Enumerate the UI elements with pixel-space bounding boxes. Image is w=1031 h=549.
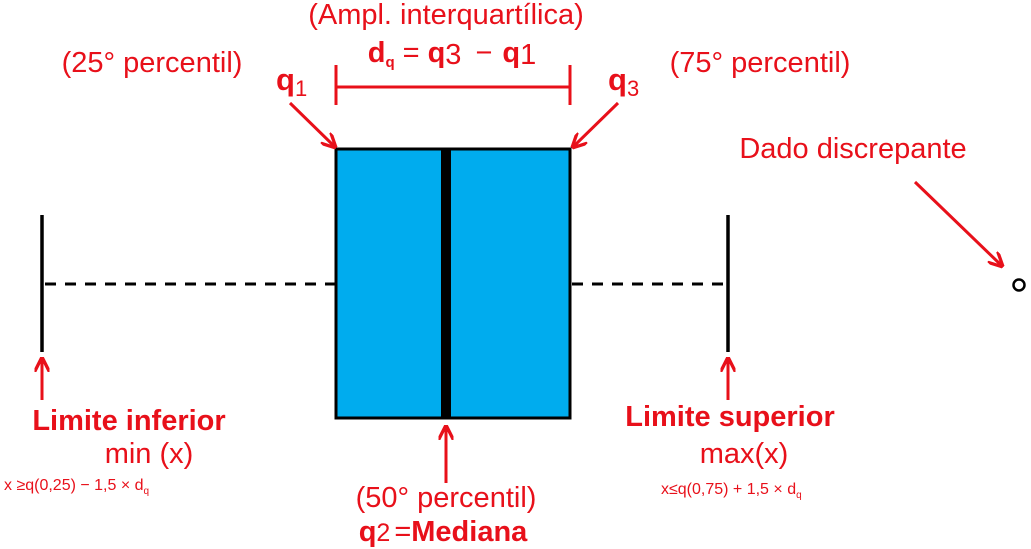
- upper-limit-title: Limite superior: [625, 401, 835, 433]
- median-label: q2 =Mediana: [359, 516, 528, 548]
- q3-arrow: [574, 101, 620, 146]
- lower-limit-func: min (x): [105, 438, 194, 470]
- outlier-label: Dado discrepante: [739, 133, 966, 165]
- median-line: [441, 149, 451, 418]
- iqr-bracket: [334, 65, 572, 105]
- q1-arrow: [288, 101, 334, 146]
- iqr-box: [334, 147, 572, 420]
- outlier-point: [1012, 278, 1026, 292]
- q1-symbol: q1: [276, 62, 307, 101]
- lower-limit-title: Limite inferior: [32, 405, 225, 437]
- upper-limit-formula: x≤q(0,75) + 1,5 × dq: [661, 481, 802, 501]
- outlier-arrow: [913, 180, 1001, 265]
- iqr-formula: dq = q3− q1: [368, 37, 536, 71]
- upper-limit-func: max(x): [700, 438, 789, 470]
- q3-percentile-label: (75° percentil): [670, 47, 851, 79]
- q3-symbol: q3: [608, 62, 639, 101]
- lower-limit-formula: x ≥q(0,25) − 1,5 × dq: [4, 477, 149, 497]
- iqr-title: (Ampl. interquartílica): [308, 0, 584, 31]
- median-percentile-label: (50° percentil): [356, 482, 537, 514]
- q1-percentile-label: (25° percentil): [62, 47, 243, 79]
